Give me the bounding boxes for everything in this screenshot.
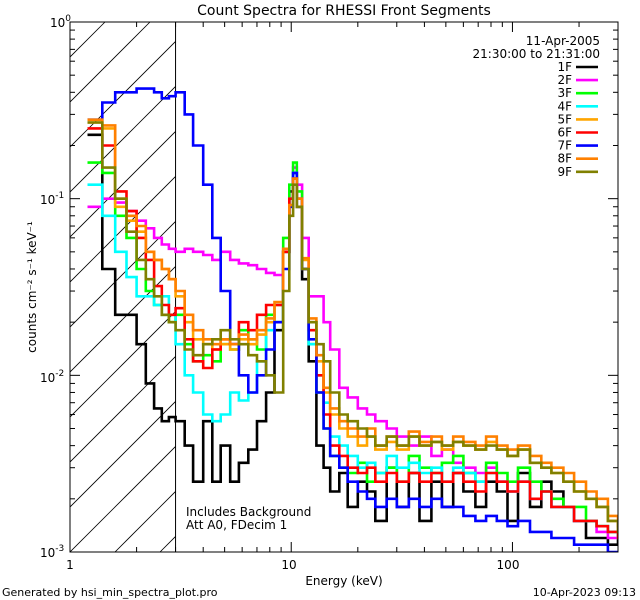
annotation-attenuator: Att A0, FDecim 1 [186,518,287,532]
annotation-background: Includes Background [186,505,311,519]
x-axis-label: Energy (keV) [305,574,382,588]
legend-label-1f: 1F [557,60,572,74]
series-6f [87,127,618,540]
series-1f [87,133,618,546]
hatch-line [70,85,176,193]
legend-label-7f: 7F [557,139,572,153]
y-tick-label-1e-2: 10-2 [40,369,64,385]
x-tick-label-100: 100 [497,558,520,572]
hatched-region [70,22,640,552]
hatch-line [70,445,176,552]
time-range-label: 21:30:00 to 21:31:00 [473,47,600,61]
legend-label-9f: 9F [557,165,572,179]
hatch-line [520,22,640,552]
legend-label-4f: 4F [557,99,572,113]
y-tick-label-1e0: 100 [50,14,71,30]
legend-label-2f: 2F [557,73,572,87]
hatch-line [70,22,106,58]
series-8f [87,118,618,528]
hatch-line [565,22,640,552]
hatch-line [70,220,176,328]
hatch-line [70,40,176,148]
footer-generated-by: Generated by hsi_min_spectra_plot.pro [2,586,218,599]
y-tick-label-1e-3: 10-3 [40,544,64,560]
y-axis-label: counts cm⁻² s⁻¹ keV⁻¹ [25,221,39,353]
hatch-line [70,175,176,283]
series-9f [87,121,618,534]
plot-frame [69,21,619,553]
tick-group [69,22,619,553]
hatch-line [70,130,176,238]
series-7f [87,87,618,552]
legend-label-5f: 5F [557,112,572,126]
date-label: 11-Apr-2005 [526,34,600,48]
hatch-line [70,400,176,508]
hatch-line [70,22,151,103]
chart-title: Count Spectra for RHESSI Front Segments [197,3,491,19]
legend-label-8f: 8F [557,152,572,166]
y-tick-label-1e-1: 10-1 [40,191,64,207]
x-tick-label-10: 10 [281,558,296,572]
footer-timestamp: 10-Apr-2023 09:13 [533,586,636,599]
series-group [87,87,618,552]
legend-label-3f: 3F [557,86,572,100]
legend-label-6f: 6F [557,126,572,140]
x-tick-label-1: 1 [66,558,74,572]
